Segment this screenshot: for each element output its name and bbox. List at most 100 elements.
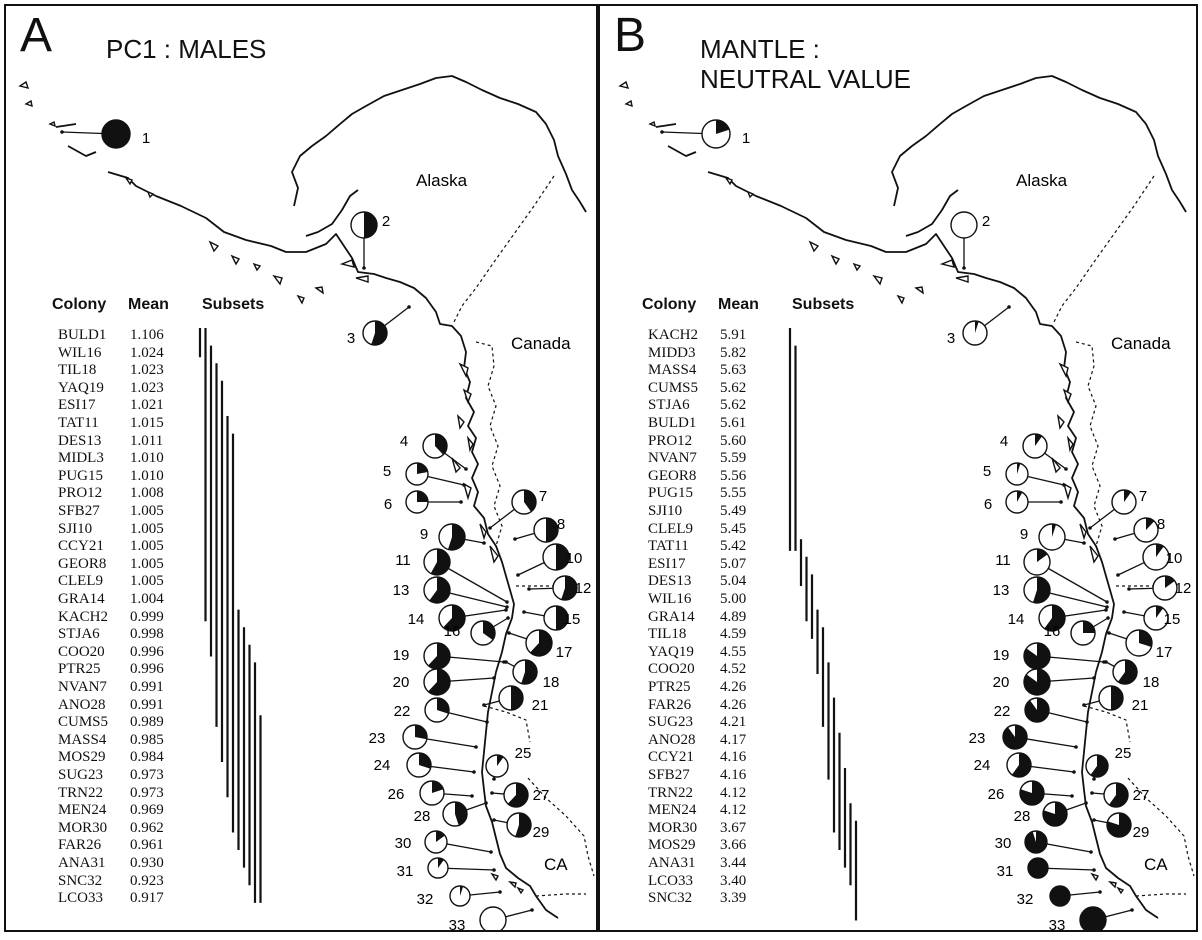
colony-code: SNC32 [58,872,103,889]
colony-code: SJI10 [648,503,683,519]
colony-code: MASS4 [58,731,107,748]
subset-bars [788,328,858,921]
pie-slice [524,490,536,512]
colony-code: TAT11 [648,538,689,555]
pie-slice [546,518,558,542]
colony-mean: 0.917 [130,890,164,907]
pie-slice [1083,621,1095,633]
pie-slice [1011,753,1032,777]
colony-number: 18 [1143,674,1160,691]
colony-mean: 0.962 [130,819,164,836]
colony-site-dot [482,703,486,707]
panel-b: B MANTLE : NEUTRAL VALUE Alaska Canada CA 1… [598,4,1198,932]
colony-pie: 33 [449,906,534,930]
colony-number: 5 [983,463,991,480]
island [939,259,956,268]
colony-code: KACH2 [648,327,699,343]
pie-slice [530,630,552,656]
colony-pie: 19 [993,642,1106,670]
colony-site-dot [1084,801,1088,805]
colony-pie: 26 [388,780,474,806]
colony-mean: 5.04 [720,573,747,590]
colony-code: MOR30 [648,819,698,836]
pie-slice [511,686,523,710]
colony-number: 19 [993,647,1010,664]
colony-code: BULD1 [648,415,697,431]
island [624,99,633,108]
colony-mean: 0.961 [130,837,164,854]
colony-mean: 0.930 [130,855,164,871]
colony-code: COO20 [648,661,695,678]
island [618,80,630,89]
colony-code: DES13 [648,573,692,590]
island [808,240,820,253]
panel-letter: B [614,9,647,62]
colony-mean: 3.67 [720,819,747,836]
colony-number: 8 [557,516,565,533]
colony-pie: 22 [994,697,1089,724]
colony-code: FAR26 [58,837,102,854]
colony-pie: 21 [1082,685,1148,714]
colony-mean: 4.26 [720,696,747,713]
colony-site-dot [522,610,526,614]
colony-mean: 0.923 [130,872,164,889]
colony-number: 4 [1000,433,1008,450]
colony-mean: 1.024 [130,344,164,361]
colony-mean: 1.008 [130,485,164,502]
colony-number: 29 [1133,824,1150,841]
island [462,482,472,501]
colony-code: ANA31 [648,855,696,871]
island [1056,413,1065,430]
colony-code: SUG23 [648,714,694,731]
colony-code: KACH2 [58,608,109,625]
colony-number: 21 [532,697,549,714]
colony-number: 9 [420,526,428,543]
colony-pie: 13 [393,576,509,609]
colony-pie: 31 [997,857,1096,880]
colony-mean: 1.005 [130,555,164,572]
colony-code: YAQ19 [648,643,694,660]
colony-mean: 1.106 [130,327,164,343]
colony-mean: 1.010 [130,467,164,484]
pie-slice [975,321,979,333]
colony-pie: 7 [488,488,547,530]
pie-slice [417,463,428,474]
colony-code: DES13 [58,432,102,449]
colony-site-dot [1072,770,1076,774]
pie-slice [417,491,428,502]
colony-mean: 0.998 [130,626,164,643]
colony-number: 12 [575,580,592,597]
pie-slice [1156,606,1164,618]
pie-slice [1165,576,1175,588]
colony-code: TRN22 [648,784,693,801]
pie-slice [430,549,451,576]
pie-slice [1108,783,1129,807]
colony-number: 11 [395,552,411,569]
colony-code: TIL18 [58,362,97,379]
colony-code: NVAN7 [58,679,107,695]
colony-site-dot [513,537,517,541]
island [124,176,133,186]
colony-code: MEN24 [648,802,697,819]
colony-pie: 2 [950,211,990,270]
colony-code: ESI17 [648,555,686,572]
pie-slice [1032,577,1051,603]
colony-number: 25 [515,745,532,762]
colony-pie: 14 [1008,604,1108,632]
colony-mean: 0.973 [130,784,164,801]
pie-slice [1023,643,1050,669]
colony-code: COO20 [58,643,105,660]
place-label: CA [544,855,568,874]
pie-slice [1028,858,1048,878]
colony-site-dot [1107,631,1111,635]
island [208,240,220,253]
pie-slice [436,831,445,842]
pie-background [479,906,507,930]
colony-number: 28 [414,808,431,825]
island [1089,545,1099,564]
colony-number: 25 [1115,745,1132,762]
table-header: Subsets [202,296,265,313]
island [489,545,499,564]
colony-mean: 3.66 [720,837,747,854]
colony-pie: 6 [984,490,1063,514]
